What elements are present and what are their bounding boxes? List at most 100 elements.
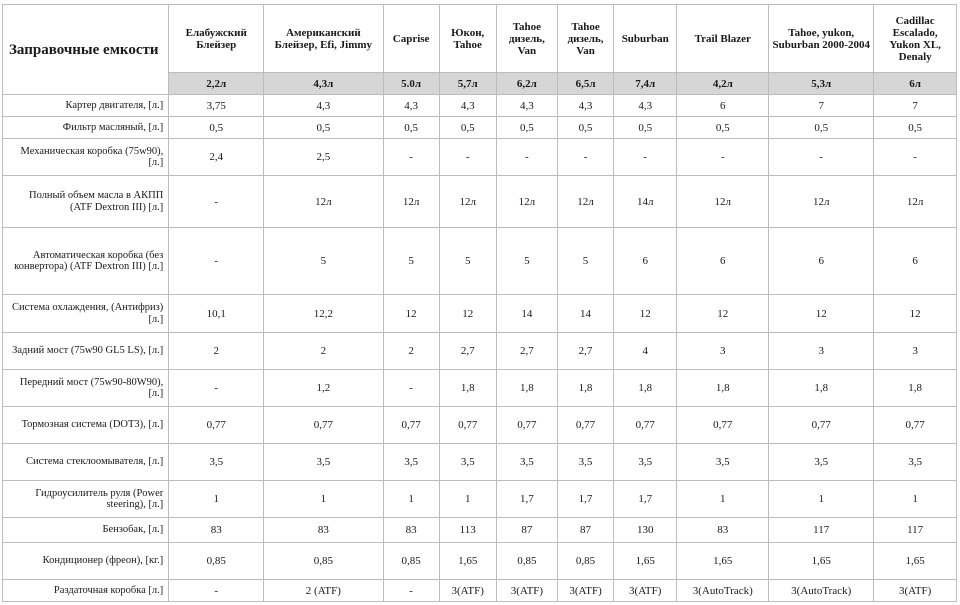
value-cell: 12л [556,175,615,228]
value-cell: 130 [613,517,678,543]
value-cell: 3,5 [263,443,384,481]
value-cell: 4,3 [382,94,440,117]
value-cell: 0,77 [676,406,770,444]
value-cell: 12л [768,175,875,228]
value-cell: 0,77 [382,406,440,444]
engine-volume-cell: 6,2л [495,72,559,95]
column-header: Tahoe дизель, Van [495,4,559,73]
value-cell: 0,77 [613,406,678,444]
table-row: Полный объем масла в АКПП (ATF Dextron I… [1,175,957,228]
value-cell: 1,8 [556,369,615,407]
value-cell: 83 [382,517,440,543]
value-cell: 0,77 [495,406,559,444]
value-cell: 83 [263,517,384,543]
engine-volume-row: 2,2л 4,3л 5.0л 5,7л 6,2л 6,5л 7,4л 4,2л … [3,72,957,95]
value-cell: 14л [613,175,678,228]
value-cell: 0,77 [168,406,265,444]
value-cell: 2 [382,332,440,370]
row-label: Гидроусилитель руля (Power steering), [л… [1,480,170,518]
value-cell: - [168,175,265,228]
value-cell: 1,7 [495,480,559,518]
value-cell: - [168,369,265,407]
value-cell: 6 [676,94,770,117]
row-label: Автоматическая коробка (без конвертора) … [1,227,170,295]
value-cell: 1,65 [438,542,497,580]
value-cell: 4 [613,332,678,370]
row-label: Механическая коробка (75w90), [л.] [1,138,170,176]
value-cell: 12 [676,294,770,333]
header-row: Заправочные емкости Елабужский Блейзер А… [1,4,957,95]
value-cell: 3,5 [382,443,440,481]
value-cell: 2,7 [495,332,559,370]
value-cell: 1,8 [676,369,770,407]
value-cell: 12 [873,294,957,333]
row-label: Передний мост (75w90-80W90), [л.] [1,369,170,407]
value-cell: 2,4 [168,138,265,176]
row-label: Бензобак, [л.] [1,517,170,543]
value-cell: 0,5 [495,116,559,139]
value-cell: 4,3 [263,94,384,117]
value-cell: 1,65 [613,542,678,580]
engine-volume-cell: 7,4л [613,72,678,95]
value-cell: - [168,227,265,295]
value-cell: 0,85 [382,542,440,580]
engine-volume-cell: 5,7л [438,72,497,95]
table-row: Картер двигателя, [л.] 3,75 4,3 4,3 4,3 4,3 4,… [1,94,957,117]
value-cell: 1,8 [438,369,497,407]
capacities-table: Заправочные емкости Елабужский Блейзер А… [1,4,957,602]
value-cell: 6 [676,227,770,295]
value-cell: 3(ATF) [556,579,615,602]
value-cell: 0,5 [263,116,384,139]
table-row: Кондиционер (фреон), [кг.] 0,85 0,85 0,85 1,… [1,542,957,580]
engine-volume-cell: 2,2л [168,72,265,95]
value-cell: 0,85 [263,542,384,580]
value-cell: 5 [438,227,497,295]
column-header: Tahoe дизель, Van [556,4,615,73]
value-cell: 0,77 [873,406,957,444]
value-cell: - [382,579,440,602]
value-cell: 5 [382,227,440,295]
value-cell: 12л [382,175,440,228]
value-cell: - [768,138,875,176]
value-cell: 1 [168,480,265,518]
column-header: Cadillac Escalado, Yukon XL, Denaly [873,4,957,73]
row-label: Раздаточная коробка [л.] [1,579,170,602]
value-cell: 6 [873,227,957,295]
value-cell: 3 [676,332,770,370]
value-cell: - [873,138,957,176]
engine-volume-cell: 5.0л [382,72,440,95]
value-cell: 7 [873,94,957,117]
value-cell: 0,77 [768,406,875,444]
value-cell: 0,5 [556,116,615,139]
value-cell: 3,5 [168,443,265,481]
engine-volume-cell: 5,3л [768,72,875,95]
row-label: Фильтр масляный, [л.] [1,116,170,139]
value-cell: 4,3 [556,94,615,117]
value-cell: 3(AutoTrack) [768,579,875,602]
table-title: Заправочные емкости [1,4,170,95]
value-cell: 12л [676,175,770,228]
row-label: Система стеклоомывателя, [л.] [1,443,170,481]
value-cell: 3 [768,332,875,370]
value-cell: 0,5 [613,116,678,139]
value-cell: 12л [873,175,957,228]
value-cell: 12л [263,175,384,228]
value-cell: 6 [613,227,678,295]
value-cell: 7 [768,94,875,117]
row-label: Картер двигателя, [л.] [1,94,170,117]
table-row: Система охлаждения, (Антифриз)[л.] 10,1 12… [1,294,957,333]
value-cell: 3,5 [676,443,770,481]
value-cell: 1,8 [613,369,678,407]
table-row: Система стеклоомывателя, [л.] 3,5 3,5 3,5 3,… [1,443,957,481]
value-cell: 2,5 [263,138,384,176]
value-cell: 5 [495,227,559,295]
value-cell: 87 [556,517,615,543]
table-row: Гидроусилитель руля (Power steering), [л… [1,480,957,518]
column-header: Trail Blazer [676,4,770,73]
value-cell: - [556,138,615,176]
engine-volume-cell: 4,3л [263,72,384,95]
table-row: Механическая коробка (75w90), [л.] 2,4 2,5… [1,138,957,176]
value-cell: 3,5 [613,443,678,481]
value-cell: 0,5 [438,116,497,139]
value-cell: 87 [495,517,559,543]
